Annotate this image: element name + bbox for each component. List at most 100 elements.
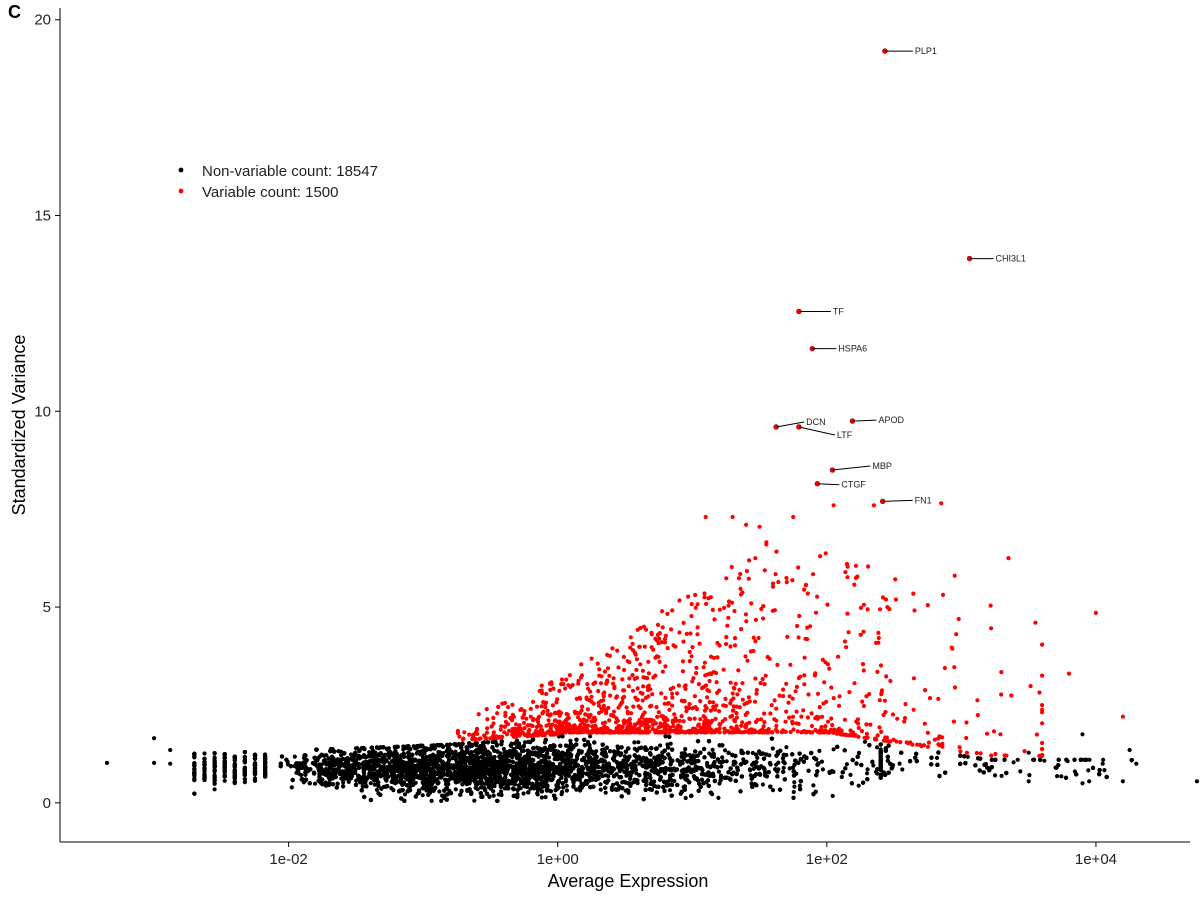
non-variable-point <box>755 755 760 761</box>
non-variable-point <box>897 761 902 766</box>
non-variable-point <box>494 798 500 804</box>
non-variable-point <box>1042 758 1047 763</box>
non-variable-point <box>791 789 796 795</box>
non-variable-point <box>1102 768 1107 773</box>
non-variable-points <box>104 732 1199 804</box>
non-variable-point <box>363 780 368 785</box>
non-variable-point <box>501 746 506 752</box>
non-variable-point <box>1027 773 1032 778</box>
non-variable-point <box>990 757 995 762</box>
non-variable-point <box>543 795 548 800</box>
non-variable-point <box>683 795 688 801</box>
y-axis-title: Standardized Variance <box>9 335 29 516</box>
non-variable-point <box>289 785 294 790</box>
non-variable-point <box>667 788 673 793</box>
non-variable-point <box>427 758 432 763</box>
non-variable-point <box>499 789 504 794</box>
non-variable-point <box>402 792 408 797</box>
non-variable-point <box>668 741 673 746</box>
non-variable-point <box>781 765 786 771</box>
non-variable-point <box>574 787 579 792</box>
non-variable-point <box>770 788 776 793</box>
non-variable-point <box>848 772 853 778</box>
non-variable-point <box>724 759 729 764</box>
x-tick-label: 1e+00 <box>537 851 579 868</box>
non-variable-point <box>292 754 297 759</box>
y-tick-label: 15 <box>34 208 51 225</box>
non-variable-point <box>787 766 792 771</box>
non-variable-point <box>564 788 570 793</box>
non-variable-point <box>811 783 816 788</box>
non-variable-point <box>1018 769 1023 774</box>
non-variable-point <box>598 787 603 792</box>
non-variable-point <box>212 755 217 760</box>
non-variable-point <box>770 746 775 751</box>
non-variable-point <box>559 792 564 797</box>
non-variable-point <box>514 738 520 743</box>
non-variable-point <box>600 774 605 779</box>
y-tick-label: 0 <box>43 795 51 812</box>
non-variable-point <box>202 751 207 756</box>
x-tick-label: 1e+04 <box>1075 851 1117 868</box>
non-variable-point <box>222 778 227 783</box>
non-variable-point <box>856 783 861 788</box>
non-variable-point <box>636 740 641 745</box>
non-variable-point <box>839 774 844 780</box>
non-variable-point <box>212 787 217 792</box>
non-variable-point <box>716 795 721 801</box>
non-variable-point <box>491 793 496 798</box>
non-variable-point <box>341 780 346 785</box>
non-variable-point <box>748 773 753 778</box>
non-variable-point <box>999 773 1004 779</box>
non-variable-point <box>710 747 715 752</box>
non-variable-point <box>563 779 568 784</box>
non-variable-point <box>900 767 905 772</box>
non-variable-point <box>453 787 458 792</box>
non-variable-point <box>717 781 722 786</box>
non-variable-point <box>242 780 247 785</box>
non-variable-point <box>588 734 593 739</box>
non-variable-point <box>830 793 835 799</box>
non-variable-point <box>817 748 822 754</box>
non-variable-point <box>819 759 825 764</box>
non-variable-point <box>875 771 880 776</box>
non-variable-point <box>716 769 722 774</box>
non-variable-point <box>564 783 569 788</box>
non-variable-point <box>539 795 544 800</box>
non-variable-point <box>1015 757 1020 762</box>
non-variable-point <box>719 764 724 769</box>
non-variable-point <box>1011 760 1016 765</box>
non-variable-point <box>784 745 789 750</box>
non-variable-point <box>776 760 781 765</box>
y-tick-label: 10 <box>34 403 51 420</box>
non-variable-point <box>312 781 318 786</box>
non-variable-point <box>1101 757 1106 762</box>
non-variable-point <box>844 762 850 767</box>
non-variable-point <box>534 745 540 750</box>
x-tick-label: 1e-02 <box>269 851 307 868</box>
non-variable-point <box>634 771 639 776</box>
non-variable-point <box>372 782 377 787</box>
non-variable-point <box>492 754 497 760</box>
non-variable-point <box>965 754 970 759</box>
non-variable-point <box>628 776 633 782</box>
non-variable-point <box>579 764 584 769</box>
non-variable-point <box>296 771 302 776</box>
non-variable-point <box>367 750 372 755</box>
non-variable-point <box>585 767 591 772</box>
non-variable-point <box>568 738 573 743</box>
non-variable-point <box>429 798 434 804</box>
non-variable-point <box>362 771 367 776</box>
y-tick-label: 5 <box>43 599 51 616</box>
non-variable-point <box>1055 774 1060 779</box>
non-variable-point <box>521 791 526 796</box>
non-variable-point <box>561 785 566 790</box>
non-variable-point <box>747 767 753 772</box>
x-tick-label: 1e+02 <box>806 851 848 868</box>
non-variable-point <box>831 747 836 752</box>
non-variable-point <box>336 749 341 754</box>
non-variable-point <box>760 782 766 787</box>
non-variable-point <box>389 786 394 791</box>
non-variable-point <box>368 781 373 786</box>
non-variable-point <box>522 740 528 745</box>
